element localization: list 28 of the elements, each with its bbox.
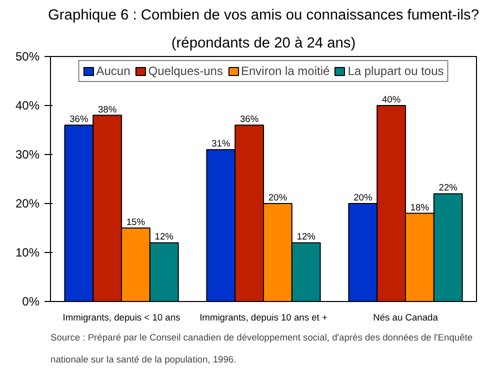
data-label: 40% xyxy=(382,94,401,104)
data-label: 36% xyxy=(70,114,88,124)
y-tick-label: 10% xyxy=(15,246,40,260)
y-tick-label: 30% xyxy=(15,148,40,162)
x-tick-label: Immigrants, depuis 10 ans et + xyxy=(200,312,328,322)
legend-label: Aucun xyxy=(96,64,130,78)
text: Source : Préparé par le Conseil canadien de développement social, d'après des données de l'Enquête nationale sur la santé de la population, 1996. xyxy=(50,332,473,364)
data-label: 22% xyxy=(438,182,458,193)
legend-label: Environ la moitié xyxy=(240,64,330,78)
x-tick-label: Nés au Canada xyxy=(373,312,439,322)
legend-label: La plupart ou tous xyxy=(348,64,444,78)
data-label: 31% xyxy=(212,138,230,149)
data-label: 38% xyxy=(98,104,117,114)
chart-title: Graphique 6 : Combien de vos amis ou connaissances fument-ils? xyxy=(48,8,479,24)
legend-label: Quelques-uns xyxy=(148,64,223,78)
data-label: 12% xyxy=(296,232,316,242)
y-tick-label: 40% xyxy=(15,98,40,112)
x-tick-label: Immigrants, depuis < 10 ans xyxy=(62,312,181,322)
data-label: 20% xyxy=(268,192,288,202)
y-tick-label: 50% xyxy=(15,50,40,64)
data-label: 18% xyxy=(410,202,430,212)
data-label: 20% xyxy=(354,192,372,202)
y-tick-label: 0% xyxy=(22,294,40,308)
data-label: 36% xyxy=(240,114,259,124)
data-label: 15% xyxy=(126,217,146,227)
chart-subtitle: (répondants de 20 à 24 ans) xyxy=(171,36,356,52)
y-tick-label: 20% xyxy=(15,196,40,210)
data-label: 12% xyxy=(154,232,174,242)
